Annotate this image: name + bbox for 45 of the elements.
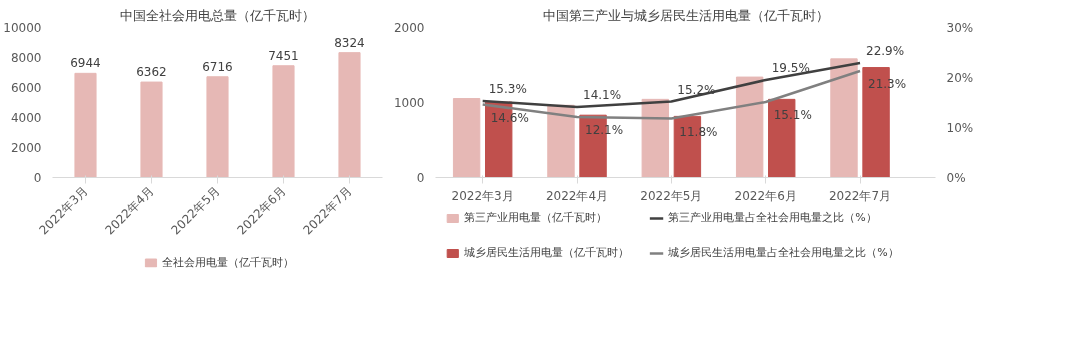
data-label: 15.3% <box>488 82 527 96</box>
y-tick-label: 6000 <box>10 81 42 95</box>
legend-label: 城乡居民生活用电量占全社会用电量之比（%） <box>668 245 899 260</box>
x-tick-label: 2022年3月 <box>451 188 514 203</box>
bar <box>272 65 295 178</box>
bar <box>74 72 97 178</box>
y2-tick-label: 30% <box>946 20 974 35</box>
bar <box>547 104 575 178</box>
bar <box>735 76 764 178</box>
data-label: 6716 <box>202 59 233 74</box>
y-tick-label: 0 <box>33 171 42 185</box>
y-tick-label: 2000 <box>10 141 42 155</box>
y2-tick-label: 10% <box>946 120 974 135</box>
x-tick-label: 2022年4月 <box>545 188 609 203</box>
chart-title: 中国第三产业与城乡居民生活用电量（亿千瓦时） <box>542 7 829 23</box>
data-label: 14.1% <box>583 88 622 102</box>
data-label: 7451 <box>268 48 299 63</box>
y2-tick-label: 0% <box>946 170 966 185</box>
line-series <box>481 61 862 109</box>
bar <box>206 76 229 178</box>
bar <box>338 52 361 178</box>
y-tick-label: 1000 <box>393 96 425 110</box>
data-label: 22.9% <box>866 44 905 58</box>
bar <box>452 98 481 178</box>
y2-tick-label: 20% <box>946 70 974 85</box>
legend-label: 第三产业用电量（亿千瓦时） <box>464 210 608 225</box>
data-label: 19.5% <box>771 61 810 75</box>
data-label: 8324 <box>334 35 365 50</box>
bar <box>830 58 858 178</box>
legend-label: 全社会用电量（亿千瓦时） <box>162 254 294 270</box>
bar <box>641 98 670 178</box>
y-tick-label: 4000 <box>10 111 42 125</box>
y-tick-label: 2000 <box>393 21 425 35</box>
chart-title: 中国全社会用电总量（亿千瓦时） <box>120 7 315 23</box>
data-label: 6944 <box>70 56 101 71</box>
x-tick-label: 2022年7月 <box>828 188 892 203</box>
y-tick-label: 0 <box>416 171 425 185</box>
legend-label: 第三产业用电量占全社会用电量之比（%） <box>668 210 877 225</box>
y-tick-label: 10000 <box>3 21 42 35</box>
x-tick-label: 2022年6月 <box>734 188 797 203</box>
data-label: 6362 <box>136 65 167 80</box>
x-tick-label: 2022年5月 <box>640 188 703 203</box>
legend-label: 城乡居民生活用电量（亿千瓦时） <box>464 245 630 260</box>
bar <box>140 81 163 178</box>
y-tick-label: 8000 <box>10 51 42 65</box>
